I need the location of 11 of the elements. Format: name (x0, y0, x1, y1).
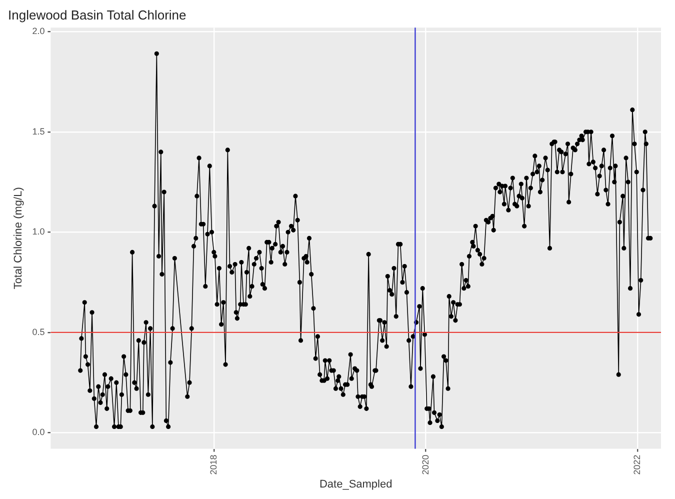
y-tick-label: 1.5 (32, 126, 45, 136)
y-tick-label: 0.0 (32, 427, 45, 438)
x-tick-label: 2018 (208, 454, 218, 475)
y-tick-label: 1.0 (32, 226, 45, 237)
y-tick-label: 0.5 (32, 326, 45, 337)
y-tick-label: 2.0 (32, 26, 45, 36)
x-tick-label: 2020 (420, 454, 430, 475)
chart-title: Inglewood Basin Total Chlorine (8, 7, 186, 22)
x-axis-title: Date_Sampled (319, 478, 392, 490)
y-axis-title: Total Chlorine (mg/L) (12, 187, 25, 290)
x-tick-label: 2022 (632, 454, 642, 475)
